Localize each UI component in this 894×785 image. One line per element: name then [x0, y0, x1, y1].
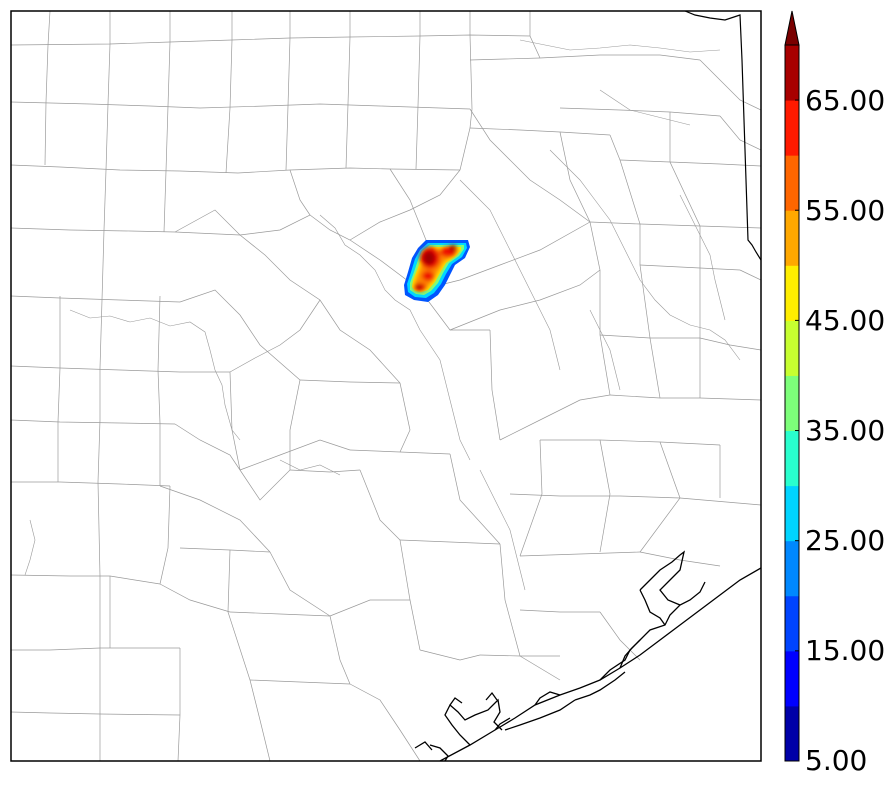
colorbar-blocks [785, 45, 799, 762]
colorbar-block [785, 375, 799, 432]
colorbar-ticks [795, 99, 799, 762]
colorbar-label-4: 45.00 [805, 304, 885, 337]
colorbar-extend-arrow [784, 10, 800, 46]
colorbar-block [785, 210, 799, 266]
colorbar-label-2: 25.00 [805, 524, 885, 557]
colorbar: 5.00 15.00 25.00 35.00 45.00 55.00 65.00 [784, 10, 885, 777]
colorbar-block [785, 265, 799, 321]
storm-core-darkred-2 [449, 245, 457, 251]
colorbar-block [785, 155, 799, 211]
colorbar-block [785, 320, 799, 376]
storm-core-darkred-3 [416, 284, 422, 290]
river-lines [24, 39, 741, 591]
storm-core-red-3 [422, 271, 434, 281]
map-frame [10, 10, 762, 762]
colorbar-block [785, 650, 799, 707]
coastline [414, 550, 761, 761]
colorbar-label-6: 65.00 [805, 84, 885, 117]
colorbar-label-5: 55.00 [805, 194, 885, 227]
colorbar-label-1: 15.00 [805, 634, 885, 667]
colorbar-label-3: 35.00 [805, 414, 885, 447]
storm-cell [404, 240, 470, 302]
state-boundary [684, 11, 761, 261]
colorbar-label-0: 5.00 [805, 744, 867, 777]
storm-core-darkred-1 [423, 251, 435, 265]
colorbar-block [785, 540, 799, 597]
colorbar-block [785, 430, 799, 487]
colorbar-block [785, 705, 799, 762]
colorbar-block [785, 45, 799, 101]
colorbar-block [785, 100, 799, 156]
colorbar-block [785, 485, 799, 542]
county-boundaries [11, 11, 761, 761]
colorbar-frame [784, 44, 800, 762]
colorbar-block [785, 595, 799, 652]
map-background [11, 11, 761, 761]
